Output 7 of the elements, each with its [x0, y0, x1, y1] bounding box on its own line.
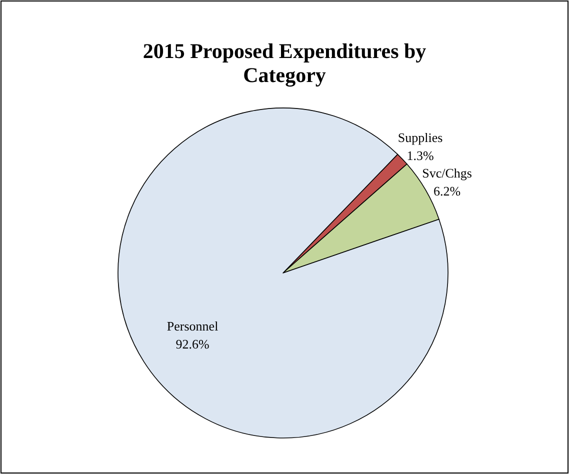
data-label: 6.2% — [433, 184, 461, 199]
chart-title: 2015 Proposed Expenditures by Category — [142, 39, 427, 87]
slice-label: Supplies — [398, 130, 443, 145]
slice-label: Svc/Chgs — [422, 166, 472, 181]
slice-label: Personnel — [166, 318, 219, 334]
data-label: 92.6% — [176, 336, 210, 352]
data-label: 1.3% — [406, 148, 434, 163]
